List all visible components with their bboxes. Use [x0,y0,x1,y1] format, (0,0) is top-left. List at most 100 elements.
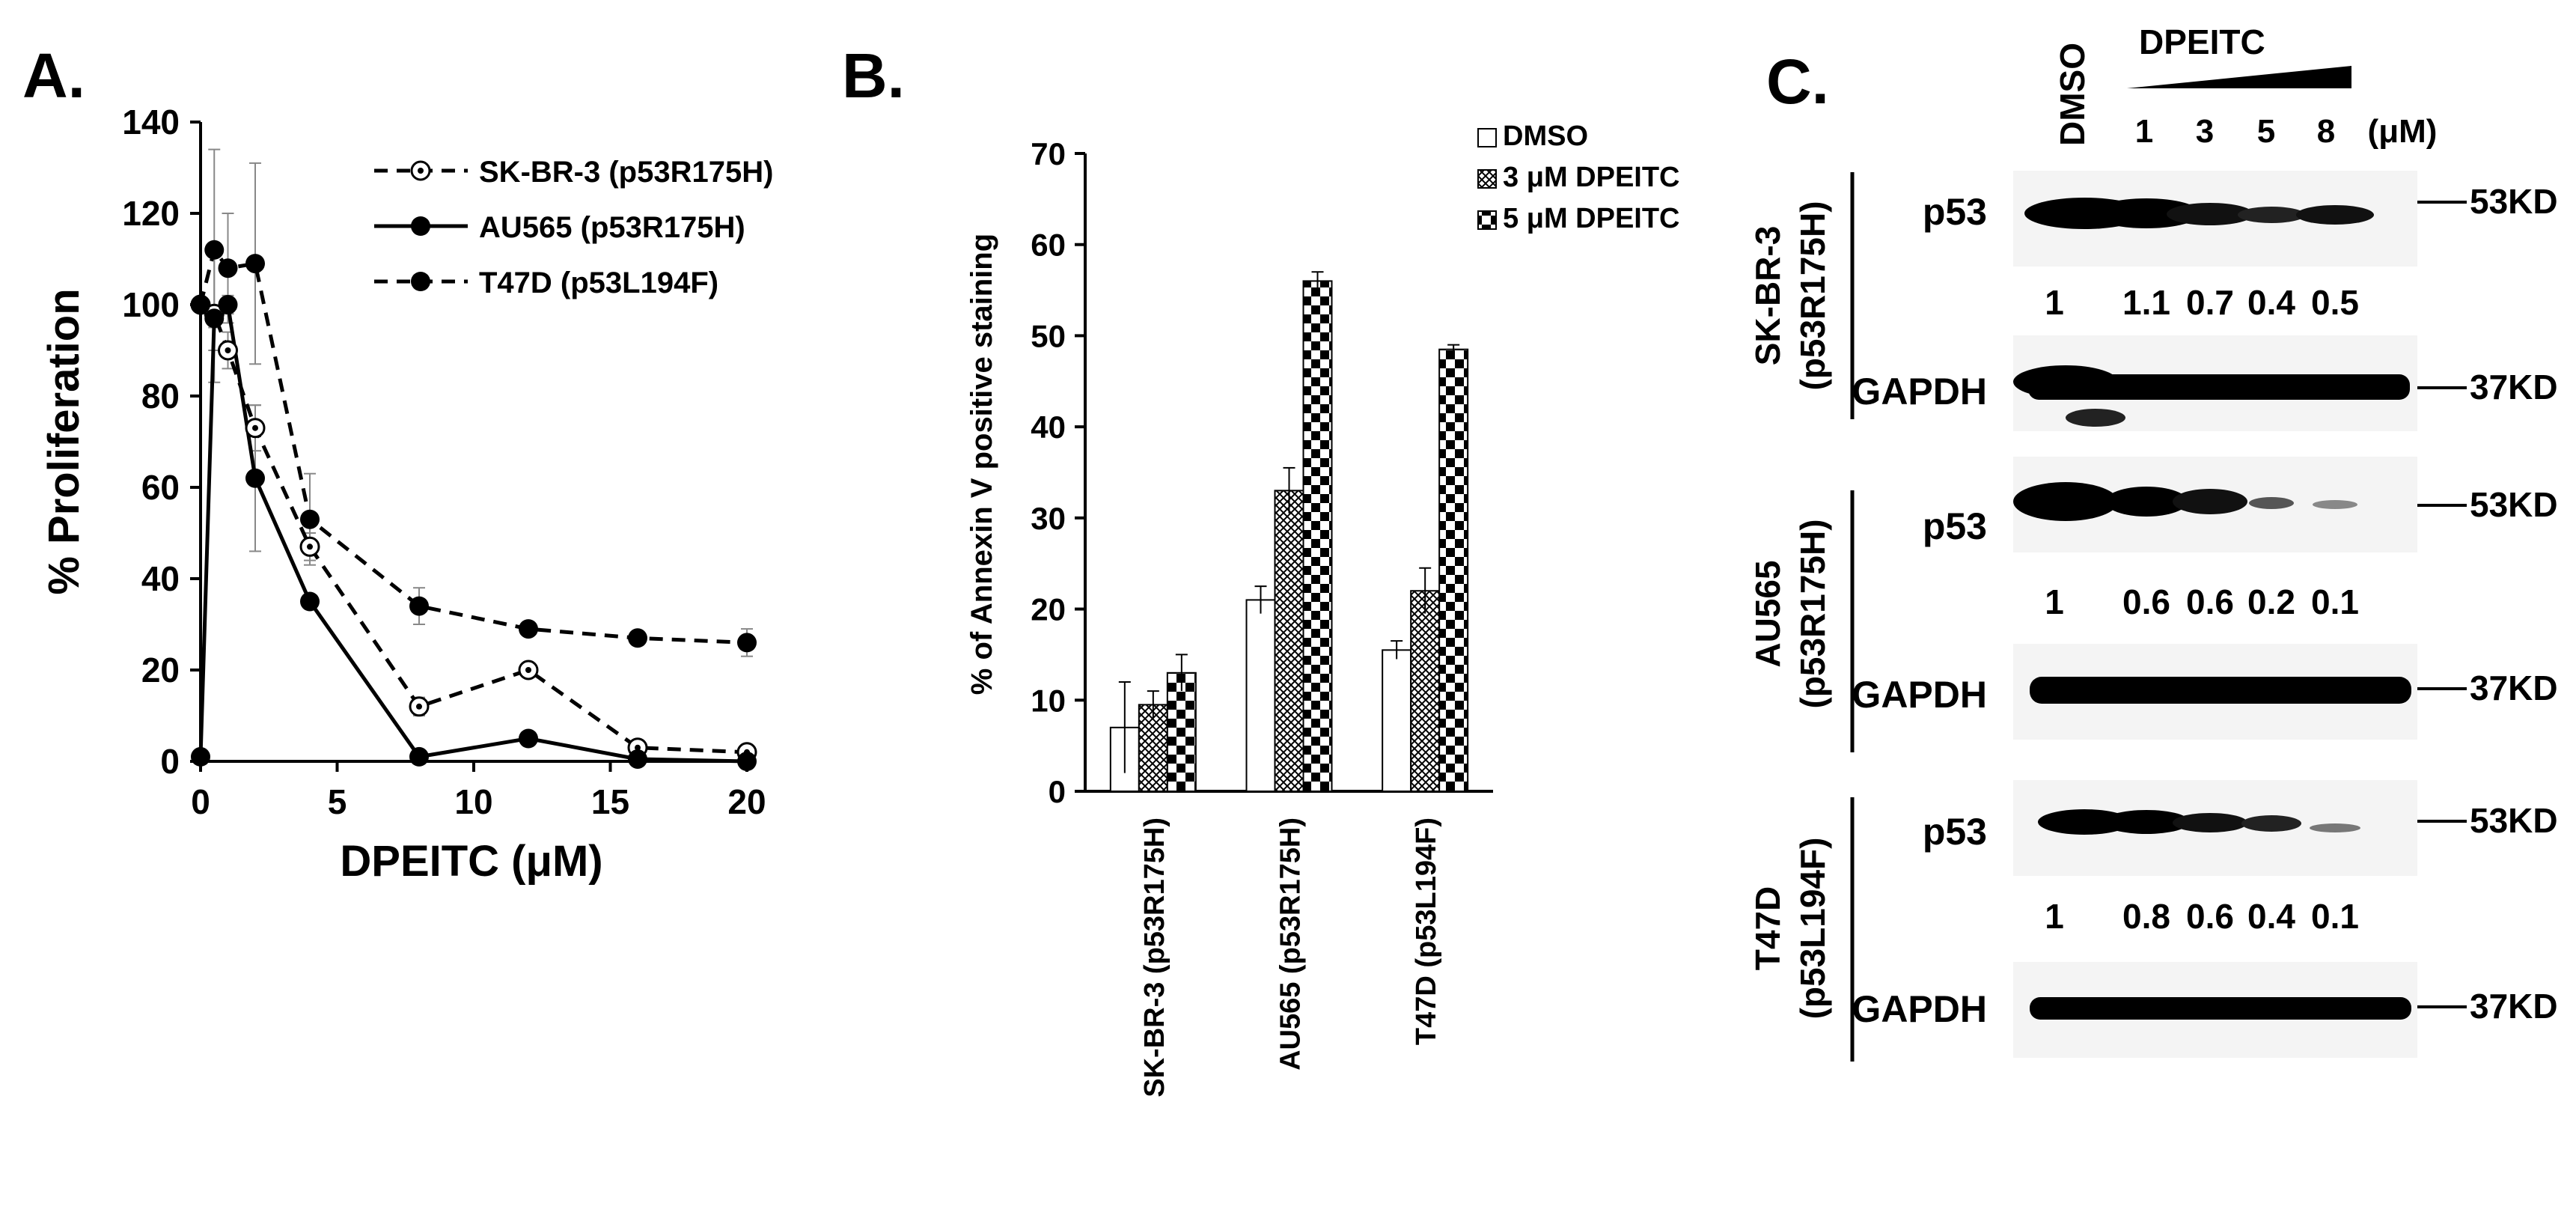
quant-value: 1.1 [2122,283,2170,322]
chart-a-y-tick-label: 20 [141,651,180,689]
chart-a-series-points [190,240,757,771]
chart-a-legend-marker-dot [418,168,424,174]
p53-row-label: p53 [1923,811,1987,853]
chart-b-y-tick-label: 10 [1031,683,1066,718]
chart-a-point [737,633,757,653]
chart-b-bar [1138,704,1168,792]
chart-a-point [628,749,647,769]
dose-label-1: 1 [2135,113,2153,150]
chart-b-error-bars [1118,271,1460,773]
chart-a-point [218,295,238,314]
p53-size-marker: 53KD [2470,801,2558,840]
chart-a-point-dot [225,347,231,353]
cell-line-label: T47D [1748,886,1787,970]
proliferation-line-chart: 0 20 40 60 80 100 120 140 0 5 10 15 20 SK-BR-3 (p53… [40,103,773,886]
chart-b-category-label: SK-BR-3 (p53R175H) [1139,817,1171,1097]
dose-label-8: 8 [2317,113,2335,150]
gapdh-bands [2030,997,2411,1020]
chart-a-legend: SK-BR-3 (p53R175H) AU565 (p53R175H) T47D (… [374,156,773,299]
chart-a-point [191,746,210,767]
chart-a-series-line [198,300,748,764]
panel-label-c: C. [1766,46,1829,117]
chart-a-y-tick-label: 60 [141,468,180,507]
chart-a-point [245,468,265,488]
chart-b-y-tick-label: 50 [1031,318,1066,353]
blot-group-au565: AU565 (p53R175H) p53 53KD 1 0.6 0.6 0.2 … [1748,457,2558,752]
quant-value: 0.2 [2247,582,2295,621]
chart-a-y-ticks: 0 20 40 60 80 100 120 140 [122,103,201,781]
chart-a-point-dot [252,424,258,431]
chart-b-y-tick-label: 40 [1031,409,1066,445]
blot-group-skbr3: SK-BR-3 (p53R175H) p53 53KD 1 1.1 0.7 0.… [1748,171,2558,431]
chart-b-legend-swatch [1477,210,1497,230]
chart-a-point [300,591,320,612]
chart-a-point-dot [416,703,422,710]
chart-a-point-dot [635,744,641,751]
mutation-label: (p53R175H) [1793,519,1832,708]
dose-label-5: 5 [2257,113,2275,150]
chart-a-legend-label: AU565 (p53R175H) [479,211,745,244]
chart-b-y-tick-label: 30 [1031,501,1066,536]
dose-gradient-wedge [2127,66,2351,88]
gapdh-size-marker: 37KD [2470,987,2558,1026]
quant-value: 0.4 [2247,897,2295,936]
quant-value: 1 [2045,283,2064,322]
chart-a-point [204,240,225,260]
chart-b-legend-label: DMSO [1503,121,1588,152]
quant-value: 0.6 [2122,582,2170,621]
chart-a-legend-label: SK-BR-3 (p53R175H) [479,156,773,189]
quant-value: 0.8 [2122,897,2170,936]
annexin-bar-chart: 0 10 20 30 40 50 60 70 SK-BR-3 (p53R175H) AU565 … [965,121,1680,1097]
chart-b-y-tick-label: 0 [1049,774,1066,809]
chart-a-point [628,628,647,648]
chart-a-x-tick-label: 20 [727,782,766,821]
chart-a-point [519,728,538,749]
gapdh-bands [2013,365,2410,427]
chart-a-x-tick-label: 0 [191,782,210,821]
chart-a-legend-label: T47D (p53L194F) [479,267,718,299]
gapdh-bands [2030,677,2411,704]
quant-value: 0.1 [2311,582,2359,621]
chart-b-y-tick-label: 60 [1031,228,1066,263]
chart-a-point [409,746,429,767]
chart-b-legend-label: 3 μM DPEITC [1503,162,1680,193]
p53-bands [2013,482,2357,521]
chart-a-y-tick-label: 40 [141,559,180,598]
chart-b-bar [1245,599,1276,793]
chart-b-legend-swatch [1477,169,1497,189]
chart-a-series-lines [198,246,748,764]
cell-line-label: SK-BR-3 [1748,226,1787,366]
chart-a-point [204,308,225,329]
chart-a-point [519,619,538,639]
chart-b-y-tick-label: 20 [1031,592,1066,627]
chart-a-series-line [199,302,748,755]
chart-b-bar [1438,348,1469,792]
chart-a-x-tick-label: 5 [328,782,347,821]
chart-b-ylabel: % of Annexin V positive staining [965,234,998,695]
chart-b-category-label: T47D (p53L194F) [1411,817,1442,1045]
chart-b-bars [1109,280,1469,793]
chart-a-ylabel: % Proliferation [40,288,88,594]
chart-b-bar [1274,490,1304,792]
quant-value: 0.6 [2186,897,2234,936]
chart-b-legend-swatch [1477,128,1497,147]
p53-bands [2024,198,2374,229]
chart-b-legend: DMSO 3 μM DPEITC 5 μM DPEITC [1477,121,1680,234]
western-blot-panel: DMSO DPEITC 1 3 5 8 (μM) SK-BR-3 (p53R17… [1748,22,2558,1062]
chart-b-bar [1166,672,1197,792]
dose-unit: (μM) [2368,113,2438,150]
chart-a-series-line [198,246,748,645]
chart-a-legend-marker [411,216,430,236]
quant-value: 0.4 [2247,283,2295,322]
chart-a-point [409,596,429,616]
chart-a-y-tick-label: 140 [122,103,180,141]
p53-row-label: p53 [1923,191,1987,233]
dmso-label: DMSO [2053,43,2092,146]
gapdh-row-label: GAPDH [1852,371,1987,412]
chart-a-point [245,254,265,274]
chart-a-point [191,295,210,314]
quant-value: 1 [2045,897,2064,936]
chart-b-bar [1302,280,1333,792]
gapdh-row-label: GAPDH [1852,674,1987,716]
